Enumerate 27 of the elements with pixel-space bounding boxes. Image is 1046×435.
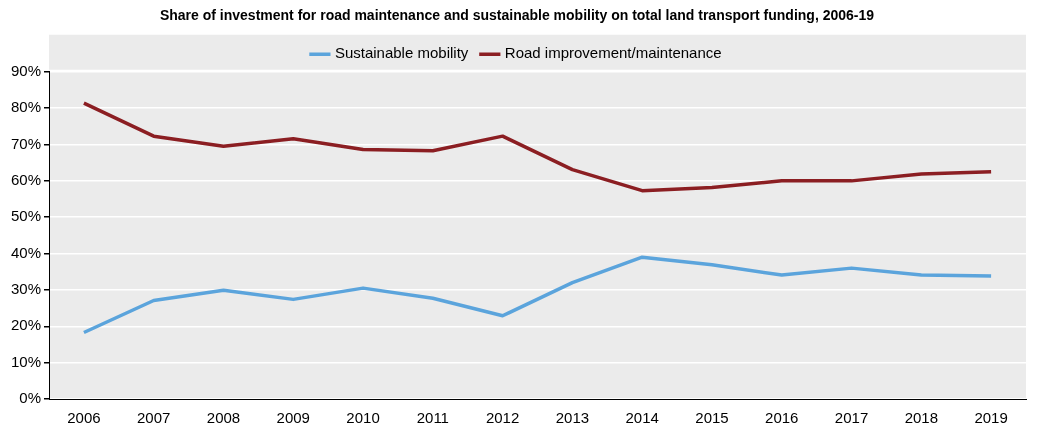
x-tick-label: 2011 — [416, 409, 449, 427]
chart-title: Share of investment for road maintenance and sustainable mobility on total land transport funding, 2006-19 — [159, 7, 875, 24]
x-tick-label: 2018 — [904, 409, 939, 427]
x-tick-label: 2017 — [834, 409, 869, 427]
y-tick-label: 0% — [19, 389, 42, 407]
legend-label: Sustainable mobility — [334, 44, 469, 62]
y-tick-label: 60% — [10, 171, 42, 189]
legend-label: Road improvement/maintenance — [504, 44, 722, 62]
x-tick-label: 2015 — [695, 409, 729, 427]
y-tick-label: 90% — [10, 61, 42, 79]
y-tick-label: 40% — [10, 243, 42, 261]
y-tick-label: 80% — [10, 98, 42, 116]
x-tick-label: 2012 — [485, 409, 520, 427]
y-tick-label: 30% — [10, 280, 42, 298]
y-tick-label: 70% — [10, 134, 42, 152]
x-tick-label: 2013 — [555, 409, 590, 427]
x-tick-label: 2008 — [206, 409, 241, 427]
x-tick-label: 2016 — [765, 409, 799, 427]
y-tick-label: 10% — [10, 352, 42, 370]
x-tick-label: 2010 — [346, 409, 380, 427]
y-tick-label: 50% — [10, 207, 42, 225]
y-tick-label: 20% — [10, 316, 42, 334]
x-tick-label: 2009 — [276, 409, 310, 427]
x-tick-label: 2014 — [625, 409, 659, 427]
x-tick-label: 2007 — [137, 409, 171, 427]
x-tick-label: 2006 — [67, 409, 101, 427]
x-tick-label: 2019 — [974, 409, 1008, 427]
